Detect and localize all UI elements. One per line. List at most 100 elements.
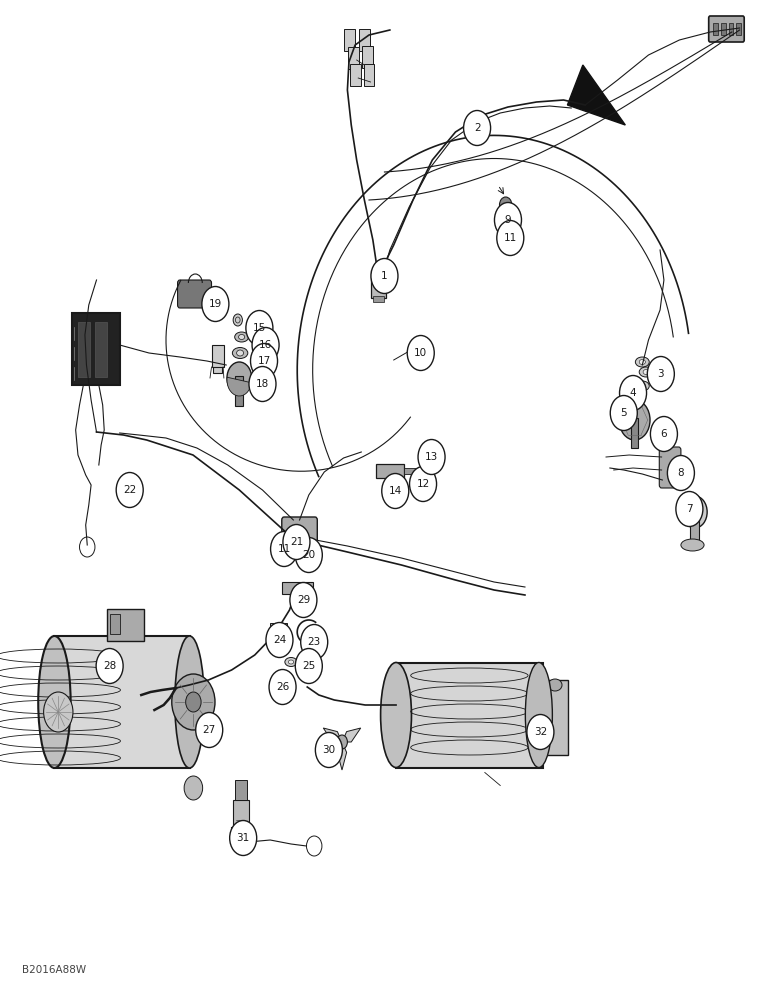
Text: 24: 24 xyxy=(273,635,286,645)
Text: 31: 31 xyxy=(236,833,250,843)
Circle shape xyxy=(96,648,123,684)
Text: 23: 23 xyxy=(307,637,321,647)
Bar xyxy=(539,680,568,755)
Text: 18: 18 xyxy=(256,379,269,389)
Circle shape xyxy=(290,582,317,617)
Circle shape xyxy=(527,714,554,750)
Bar xyxy=(95,322,107,377)
Ellipse shape xyxy=(289,660,293,664)
Text: 11: 11 xyxy=(277,544,291,554)
Text: 22: 22 xyxy=(123,485,137,495)
Ellipse shape xyxy=(639,360,645,364)
Text: 32: 32 xyxy=(533,727,547,737)
Circle shape xyxy=(283,524,310,560)
Circle shape xyxy=(184,776,202,800)
Circle shape xyxy=(371,258,398,294)
Text: 13: 13 xyxy=(425,452,438,462)
Bar xyxy=(713,23,718,35)
FancyBboxPatch shape xyxy=(709,16,744,42)
Circle shape xyxy=(667,456,694,490)
Bar xyxy=(282,582,313,594)
Text: 17: 17 xyxy=(257,356,271,366)
Bar xyxy=(396,663,543,768)
Ellipse shape xyxy=(381,662,411,768)
Text: 11: 11 xyxy=(503,233,517,243)
Text: B2016A88W: B2016A88W xyxy=(22,965,86,975)
Text: 26: 26 xyxy=(276,682,290,692)
FancyBboxPatch shape xyxy=(659,447,681,488)
Circle shape xyxy=(185,692,201,712)
Text: 20: 20 xyxy=(302,550,316,560)
Bar xyxy=(348,47,359,69)
FancyBboxPatch shape xyxy=(178,280,212,308)
Text: 14: 14 xyxy=(388,486,402,496)
FancyBboxPatch shape xyxy=(282,517,317,555)
Ellipse shape xyxy=(43,692,73,732)
Text: 2: 2 xyxy=(474,123,480,133)
Ellipse shape xyxy=(236,350,243,356)
Ellipse shape xyxy=(635,381,649,391)
Bar xyxy=(690,510,699,540)
Bar xyxy=(212,345,224,367)
Bar xyxy=(291,594,303,598)
Bar xyxy=(78,322,90,377)
Text: 12: 12 xyxy=(416,479,430,489)
Circle shape xyxy=(295,538,322,572)
Bar xyxy=(364,64,374,86)
Text: 9: 9 xyxy=(505,215,511,225)
Text: 3: 3 xyxy=(658,369,664,379)
Bar xyxy=(344,29,355,51)
Bar xyxy=(235,376,243,406)
Text: 21: 21 xyxy=(290,537,303,547)
Bar xyxy=(359,29,370,51)
Circle shape xyxy=(619,375,646,410)
Bar xyxy=(235,780,247,800)
Bar xyxy=(236,826,245,850)
Ellipse shape xyxy=(285,658,297,666)
Circle shape xyxy=(300,624,327,660)
Circle shape xyxy=(676,491,703,526)
Text: 8: 8 xyxy=(678,468,684,478)
Bar xyxy=(72,313,120,385)
Circle shape xyxy=(418,440,445,475)
Bar xyxy=(404,468,423,474)
Circle shape xyxy=(233,314,242,326)
Circle shape xyxy=(269,670,296,704)
Circle shape xyxy=(249,366,276,401)
Text: 5: 5 xyxy=(621,408,627,418)
Circle shape xyxy=(506,203,513,213)
Text: 25: 25 xyxy=(302,661,316,671)
Bar xyxy=(386,478,394,483)
Bar xyxy=(376,464,404,478)
Bar xyxy=(721,23,726,35)
Circle shape xyxy=(619,400,650,440)
Circle shape xyxy=(647,357,674,391)
Bar xyxy=(736,23,741,35)
Circle shape xyxy=(116,473,144,508)
Circle shape xyxy=(250,344,278,378)
Polygon shape xyxy=(567,65,625,125)
Bar xyxy=(233,800,249,828)
Wedge shape xyxy=(227,377,252,396)
Text: 29: 29 xyxy=(296,595,310,605)
Circle shape xyxy=(408,336,434,370)
Circle shape xyxy=(337,735,347,749)
Text: 6: 6 xyxy=(661,429,667,439)
Ellipse shape xyxy=(548,679,562,691)
Bar xyxy=(270,623,287,637)
Bar xyxy=(631,418,638,448)
Polygon shape xyxy=(337,742,347,770)
Circle shape xyxy=(315,732,342,768)
Circle shape xyxy=(196,712,222,748)
Circle shape xyxy=(409,466,437,502)
Polygon shape xyxy=(342,728,361,742)
Circle shape xyxy=(610,395,638,430)
Circle shape xyxy=(682,496,707,528)
Bar xyxy=(107,609,144,641)
Ellipse shape xyxy=(525,662,552,768)
Text: 19: 19 xyxy=(208,299,222,309)
Circle shape xyxy=(202,286,229,322)
Ellipse shape xyxy=(635,357,649,367)
Text: 10: 10 xyxy=(414,348,428,358)
Circle shape xyxy=(295,648,322,684)
